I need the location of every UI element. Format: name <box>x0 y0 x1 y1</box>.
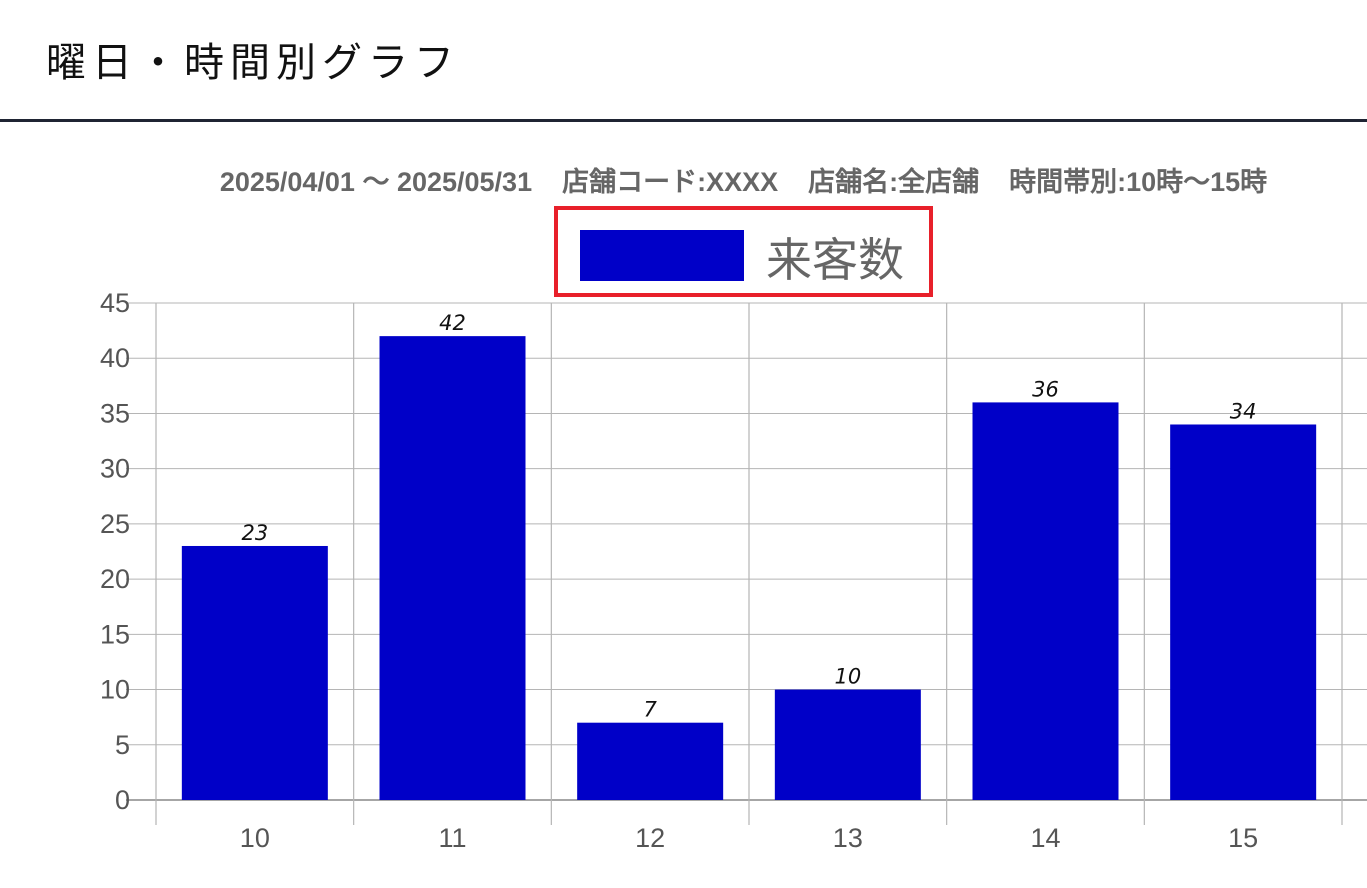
y-tick-label: 35 <box>100 398 130 428</box>
legend-label: 来客数 <box>766 233 904 287</box>
y-tick-label: 40 <box>100 343 130 373</box>
x-tick-label: 10 <box>240 823 270 853</box>
x-tick-label: 11 <box>438 823 466 853</box>
data-label: 7 <box>643 698 657 722</box>
y-tick-label: 0 <box>115 785 130 815</box>
bar <box>972 402 1119 800</box>
y-tick-label: 15 <box>100 619 130 649</box>
bar <box>774 689 921 800</box>
page-header: 曜日・時間別グラフ <box>0 0 1367 122</box>
x-tick-label: 13 <box>833 823 863 853</box>
y-tick-label: 25 <box>100 509 130 539</box>
bar <box>181 545 328 800</box>
x-tick-label: 15 <box>1228 823 1258 853</box>
chart-subtitle: 2025/04/01 〜 2025/05/31 店舗コード:XXXX 店舗名:全… <box>219 167 1268 197</box>
bar <box>1170 424 1317 800</box>
data-label: 42 <box>439 311 466 335</box>
data-label: 10 <box>834 665 861 689</box>
chart-legend[interactable]: 来客数 <box>554 206 933 297</box>
page-title: 曜日・時間別グラフ <box>46 40 460 86</box>
data-label: 36 <box>1032 377 1059 401</box>
x-tick-label: 12 <box>635 823 665 853</box>
y-tick-label: 5 <box>115 730 130 760</box>
bar <box>379 336 526 800</box>
bar <box>577 722 724 800</box>
data-label: 23 <box>241 521 268 545</box>
x-tick-label: 14 <box>1030 823 1060 853</box>
y-tick-label: 30 <box>100 454 130 484</box>
data-label: 34 <box>1230 399 1257 423</box>
legend-swatch <box>580 230 744 281</box>
y-tick-label: 45 <box>100 288 130 318</box>
y-tick-label: 20 <box>100 564 130 594</box>
y-tick-label: 10 <box>100 675 130 705</box>
